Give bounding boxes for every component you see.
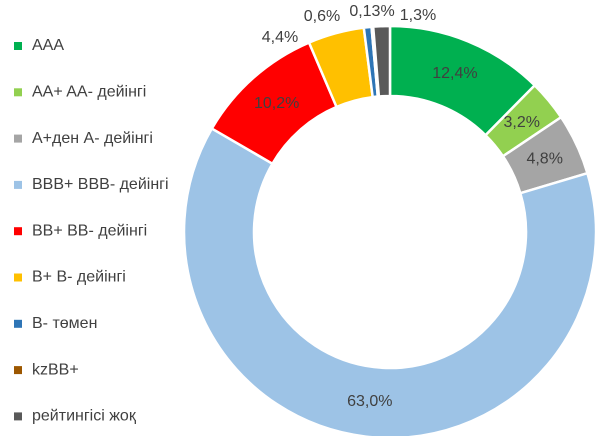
legend-label: B- төмен	[32, 315, 97, 332]
legend-swatch	[14, 273, 22, 282]
legend-label: BBB+ BBB- дейінгі	[32, 176, 169, 193]
legend-label: A+ден A- дейінгі	[32, 130, 153, 147]
donut-segment	[182, 126, 597, 436]
data-label: 4,8%	[526, 150, 562, 167]
legend-label: B+ B- дейінгі	[32, 269, 126, 286]
legend-swatch	[14, 227, 22, 236]
data-label: 0,6%	[304, 8, 340, 25]
data-label: 1,3%	[400, 7, 436, 24]
legend-swatch	[14, 42, 22, 50]
legend-swatch	[14, 134, 22, 143]
legend-label: AA+ AA- дейінгі	[32, 84, 146, 101]
data-label: 63,0%	[347, 393, 392, 410]
legend-swatch	[14, 412, 22, 421]
legend-swatch	[14, 366, 22, 375]
donut-segment	[371, 24, 392, 98]
legend-label: AAA	[32, 37, 64, 54]
data-label: 10,2%	[254, 95, 299, 112]
legend-label: рейтингісі жоқ	[32, 408, 137, 425]
legend-label: BB+ BB- дейінгі	[32, 222, 147, 239]
data-label: 4,4%	[262, 29, 298, 46]
data-label: 0,13%	[349, 3, 394, 20]
legend-label: kzBB+	[32, 361, 79, 378]
legend-swatch	[14, 88, 22, 97]
data-label: 12,4%	[432, 65, 477, 82]
legend-swatch	[14, 319, 22, 328]
legend-swatch	[14, 180, 22, 189]
data-label: 3,2%	[503, 114, 539, 131]
